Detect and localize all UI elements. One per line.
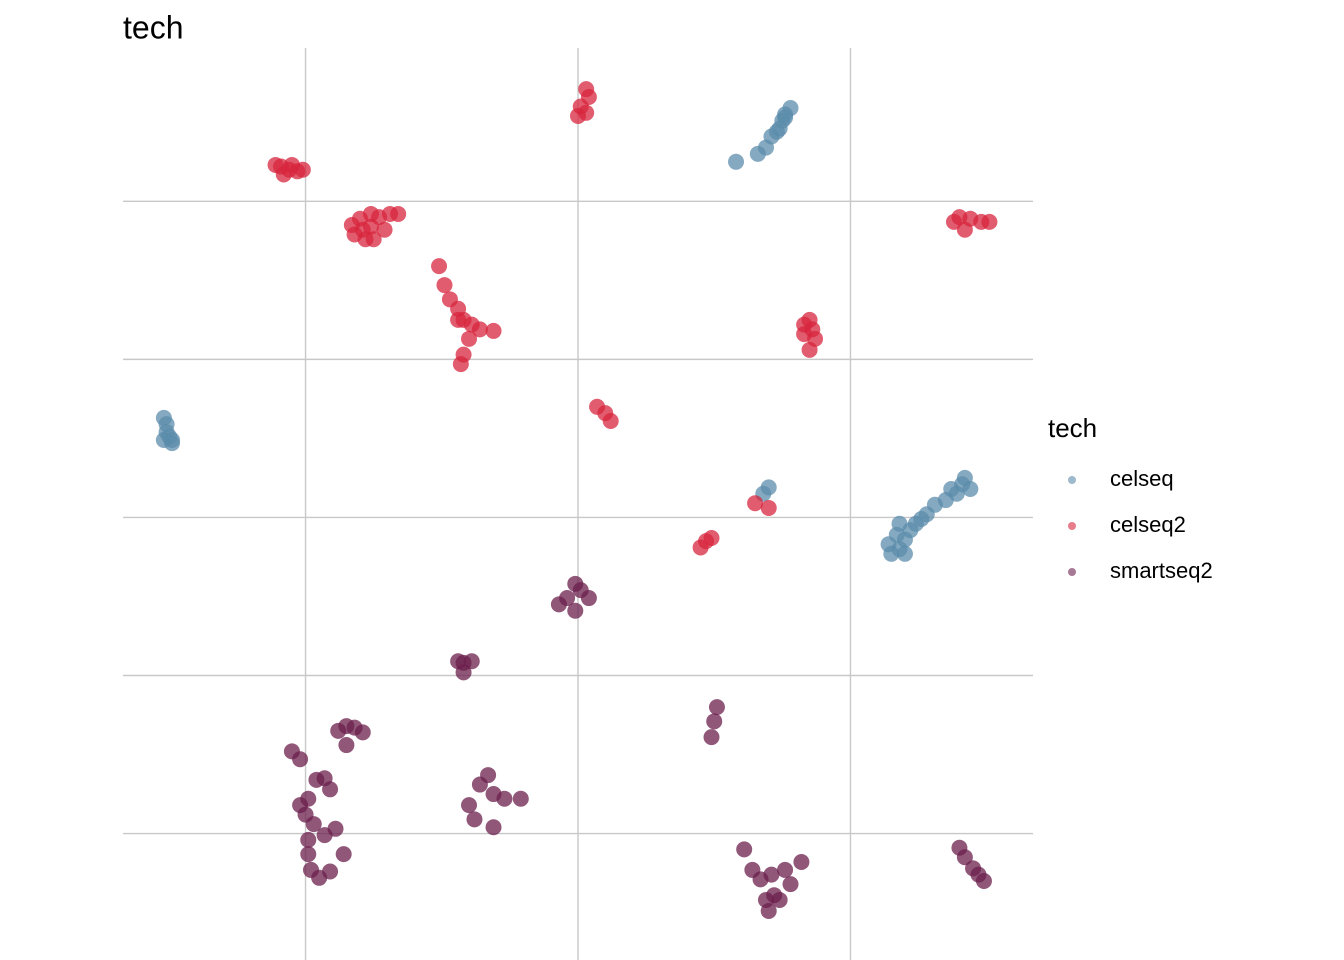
point <box>390 205 407 222</box>
point <box>981 213 998 230</box>
point <box>943 480 960 497</box>
point <box>891 515 908 532</box>
point <box>883 545 900 562</box>
point <box>305 816 322 833</box>
point <box>578 104 595 121</box>
point <box>728 153 745 170</box>
point <box>512 790 529 807</box>
point <box>796 326 813 343</box>
point <box>962 480 979 497</box>
point <box>567 602 584 619</box>
chart-title: tech <box>123 9 183 45</box>
point <box>461 797 478 814</box>
point <box>338 737 355 754</box>
point <box>463 653 480 670</box>
legend-title: tech <box>1048 413 1097 443</box>
point <box>354 221 371 238</box>
point <box>335 846 352 863</box>
point <box>480 767 497 784</box>
point <box>777 861 794 878</box>
point <box>757 891 774 908</box>
point <box>292 797 309 814</box>
point <box>164 431 181 448</box>
point <box>747 495 764 512</box>
legend-marker <box>1068 522 1076 530</box>
point <box>431 258 448 275</box>
point <box>485 819 502 836</box>
point <box>294 161 311 178</box>
point <box>496 790 513 807</box>
point <box>706 713 723 730</box>
point <box>760 499 777 516</box>
point <box>956 849 973 866</box>
point <box>956 221 973 238</box>
legend-label: smartseq2 <box>1110 558 1213 583</box>
legend-label: celseq <box>1110 466 1174 491</box>
point <box>777 109 794 126</box>
point <box>703 729 720 746</box>
point <box>768 123 785 140</box>
point <box>703 529 720 546</box>
point <box>471 321 488 338</box>
point <box>559 590 576 607</box>
point <box>365 231 382 248</box>
point <box>801 341 818 358</box>
point <box>793 854 810 871</box>
point <box>300 846 317 863</box>
point <box>450 311 467 328</box>
point <box>896 545 913 562</box>
point <box>763 866 780 883</box>
point <box>771 891 788 908</box>
point <box>580 590 597 607</box>
point <box>376 221 393 238</box>
point <box>327 820 344 837</box>
point <box>782 876 799 893</box>
point <box>322 863 339 880</box>
point <box>455 664 472 681</box>
point <box>466 811 483 828</box>
point <box>485 322 502 339</box>
point <box>300 831 317 848</box>
point <box>292 751 309 768</box>
point <box>708 699 725 716</box>
legend-marker <box>1068 476 1076 484</box>
point <box>736 841 753 858</box>
point <box>602 413 619 430</box>
point <box>354 724 371 741</box>
point <box>975 872 992 889</box>
legend-label: celseq2 <box>1110 512 1186 537</box>
point <box>913 511 930 528</box>
point <box>452 356 469 373</box>
legend-marker <box>1068 568 1076 576</box>
point <box>461 330 478 347</box>
point <box>436 277 453 294</box>
point <box>322 781 339 798</box>
